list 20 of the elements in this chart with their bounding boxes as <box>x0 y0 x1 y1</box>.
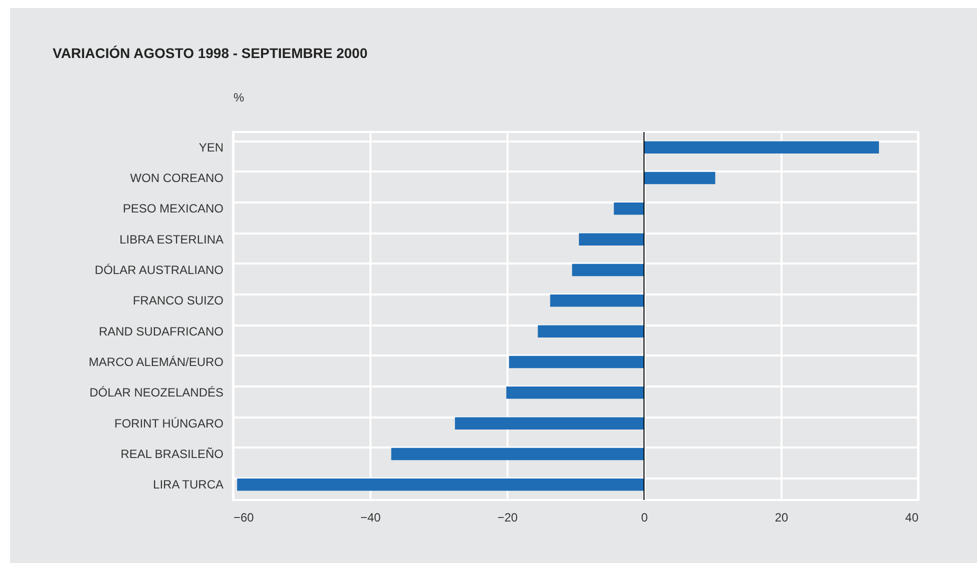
y-tick-label: FRANCO SUIZO <box>132 294 224 308</box>
y-tick-label: WON COREANO <box>130 171 224 185</box>
y-tick-label: DÓLAR NEOZELANDÉS <box>89 386 224 400</box>
x-tick-label: 20 <box>774 510 788 524</box>
y-tick-label: MARCO ALEMÁN/EURO <box>88 355 224 369</box>
y-tick-label: YEN <box>198 140 224 154</box>
y-tick-label: LIBRA ESTERLINA <box>119 232 224 246</box>
x-tick-label: 40 <box>905 510 919 524</box>
x-tick-label: −20 <box>497 510 518 524</box>
y-tick-label: REAL BRASILEÑO <box>120 447 224 461</box>
y-tick-label: LIRA TURCA <box>153 478 224 492</box>
y-tick-label: PESO MEXICANO <box>122 202 224 216</box>
y-tick-label: RAND SUDAFRICANO <box>98 324 224 338</box>
y-axis-title: % <box>234 90 244 104</box>
y-tick-label: FORINT HÚNGARO <box>114 416 224 430</box>
x-tick-label: 0 <box>641 510 648 524</box>
y-tick-label: DÓLAR AUSTRALIANO <box>94 263 224 277</box>
x-tick-label: −60 <box>234 510 254 524</box>
x-tick-label: −40 <box>360 510 381 524</box>
chart-title: VARIACIÓN AGOSTO 1998 - SEPTIEMBRE 2000 <box>52 45 368 61</box>
